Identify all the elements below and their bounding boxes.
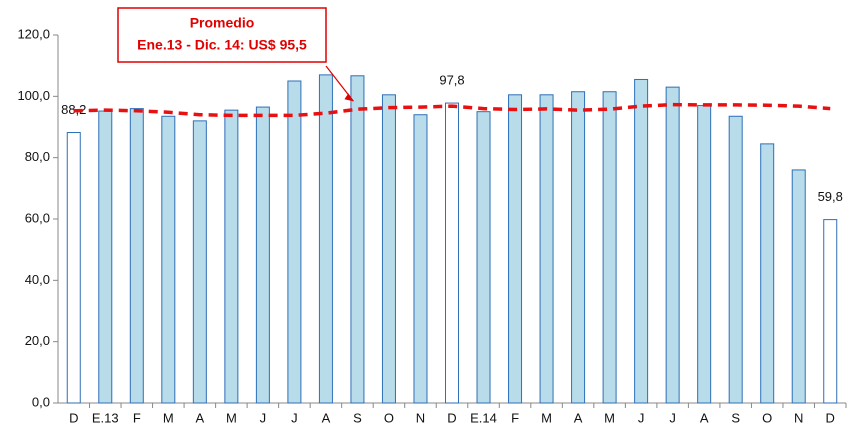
x-tick-label: E.13: [92, 410, 119, 425]
bar: [760, 143, 775, 404]
bar: [791, 169, 806, 404]
y-tick-label: 40,0: [25, 272, 50, 287]
x-tick-label: O: [384, 410, 394, 425]
x-tick-label: M: [604, 410, 615, 425]
bar: [98, 110, 113, 404]
annotation-title: Promedio: [190, 15, 255, 31]
x-tick-label: A: [574, 410, 583, 425]
bar: [66, 132, 81, 404]
value-label: 97,8: [439, 73, 464, 88]
x-tick-label: M: [541, 410, 552, 425]
x-tick-label: F: [133, 410, 141, 425]
bar: [350, 75, 365, 404]
x-tick-label: A: [196, 410, 205, 425]
bar: [823, 219, 838, 404]
x-tick-label: M: [163, 410, 174, 425]
bar: [381, 94, 396, 404]
bar: [318, 74, 333, 404]
x-tick-label: A: [700, 410, 709, 425]
bar: [665, 86, 680, 404]
x-tick-label: N: [416, 410, 425, 425]
bar: [697, 105, 712, 404]
annotation-box: [117, 7, 327, 63]
x-tick-label: D: [826, 410, 835, 425]
x-tick-label: N: [794, 410, 803, 425]
trend-line: [73, 102, 831, 118]
annotation-text: Ene.13 - Dic. 14: US$ 95,5: [137, 37, 307, 53]
x-tick-label: J: [291, 410, 298, 425]
bar: [413, 114, 428, 404]
x-tick-label: S: [731, 410, 740, 425]
bar: [129, 108, 144, 404]
bar: [161, 115, 176, 404]
y-tick-label: 0,0: [32, 394, 50, 409]
bar: [476, 111, 491, 404]
bar: [602, 91, 617, 404]
bar: [508, 94, 523, 404]
x-tick-label: E.14: [470, 410, 497, 425]
x-tick-label: J: [260, 410, 267, 425]
x-tick-label: D: [447, 410, 456, 425]
bar: [192, 120, 207, 404]
bar: [224, 109, 239, 404]
bar: [287, 80, 302, 404]
bar: [539, 94, 554, 404]
x-tick-label: D: [69, 410, 78, 425]
y-tick-label: 120,0: [17, 26, 50, 41]
value-label: 59,8: [818, 189, 843, 204]
bar: [728, 115, 743, 404]
x-tick-label: O: [762, 410, 772, 425]
x-tick-label: S: [353, 410, 362, 425]
x-tick-label: J: [669, 410, 676, 425]
y-tick-label: 80,0: [25, 149, 50, 164]
y-tick-label: 60,0: [25, 210, 50, 225]
x-tick-label: M: [226, 410, 237, 425]
annotation-arrowhead: [344, 93, 354, 102]
x-tick-label: A: [322, 410, 331, 425]
bar: [634, 78, 649, 404]
y-tick-label: 100,0: [17, 88, 50, 103]
x-tick-label: F: [511, 410, 519, 425]
x-tick-label: J: [638, 410, 645, 425]
bar: [445, 102, 459, 404]
bar: [255, 106, 270, 404]
bar: [571, 91, 586, 404]
y-tick-label: 20,0: [25, 333, 50, 348]
